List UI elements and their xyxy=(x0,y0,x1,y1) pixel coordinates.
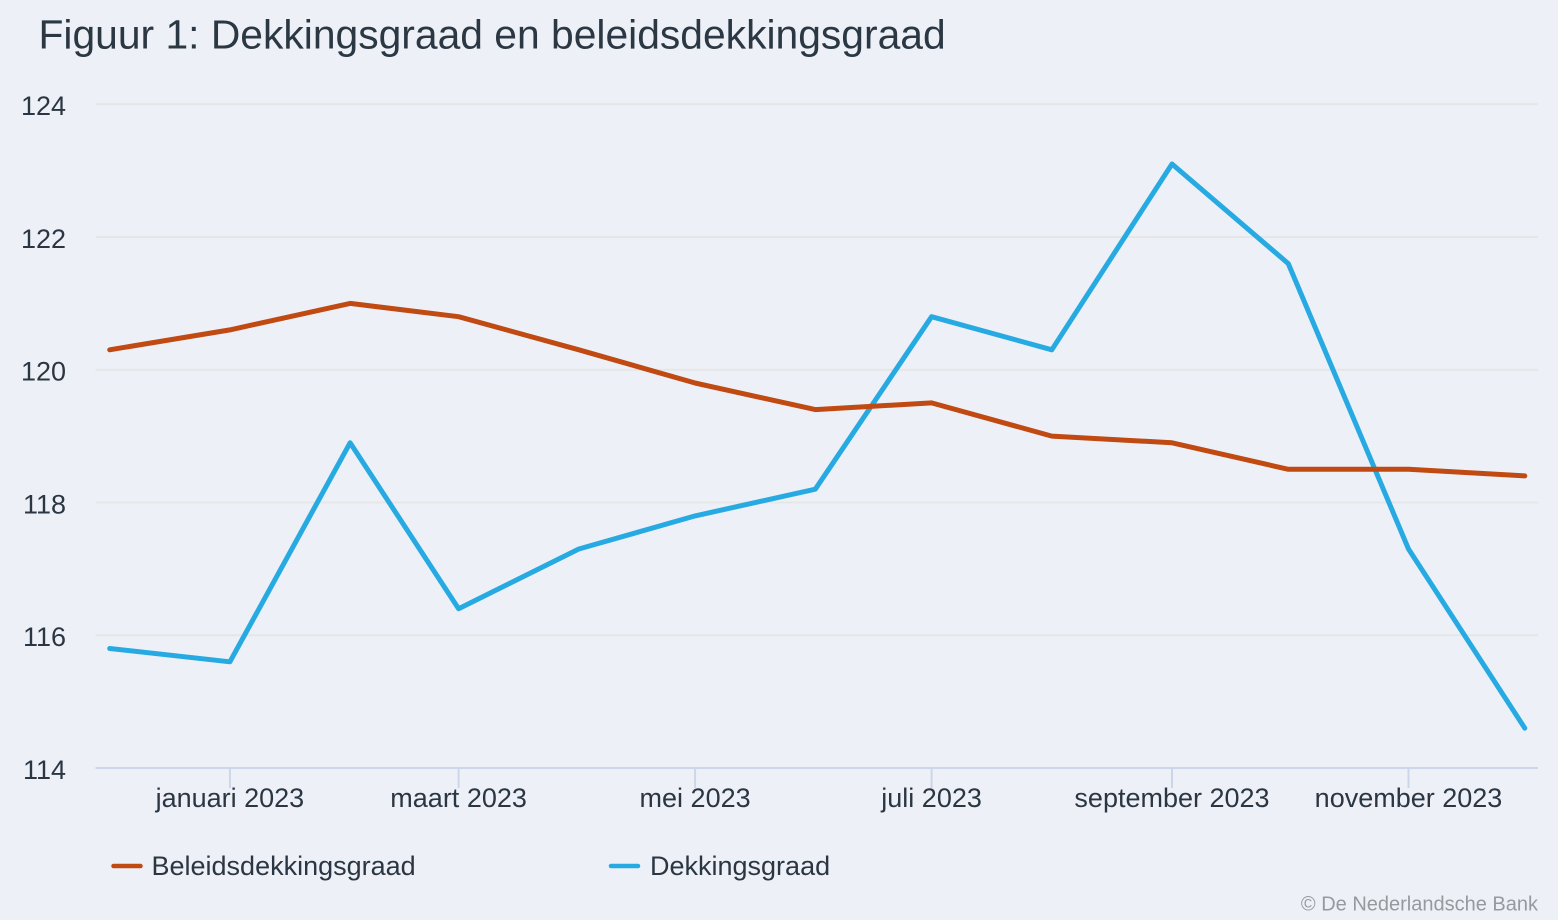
svg-text:120: 120 xyxy=(21,357,66,387)
svg-text:januari 2023: januari 2023 xyxy=(155,783,305,813)
svg-text:124: 124 xyxy=(21,91,66,121)
svg-text:116: 116 xyxy=(23,622,66,652)
svg-text:juli 2023: juli 2023 xyxy=(880,783,982,813)
svg-text:114: 114 xyxy=(23,755,66,785)
svg-text:november 2023: november 2023 xyxy=(1315,783,1503,813)
svg-text:© De Nederlandsche Bank: © De Nederlandsche Bank xyxy=(1301,894,1539,916)
svg-text:Figuur 1: Dekkingsgraad en bel: Figuur 1: Dekkingsgraad en beleidsdekkin… xyxy=(39,12,946,58)
svg-text:Beleidsdekkingsgraad: Beleidsdekkingsgraad xyxy=(152,851,416,881)
svg-text:maart 2023: maart 2023 xyxy=(390,783,527,813)
svg-text:mei 2023: mei 2023 xyxy=(640,783,751,813)
svg-text:122: 122 xyxy=(21,224,66,254)
svg-text:118: 118 xyxy=(23,489,66,519)
svg-text:september 2023: september 2023 xyxy=(1074,783,1269,813)
svg-text:Dekkingsgraad: Dekkingsgraad xyxy=(650,851,830,881)
